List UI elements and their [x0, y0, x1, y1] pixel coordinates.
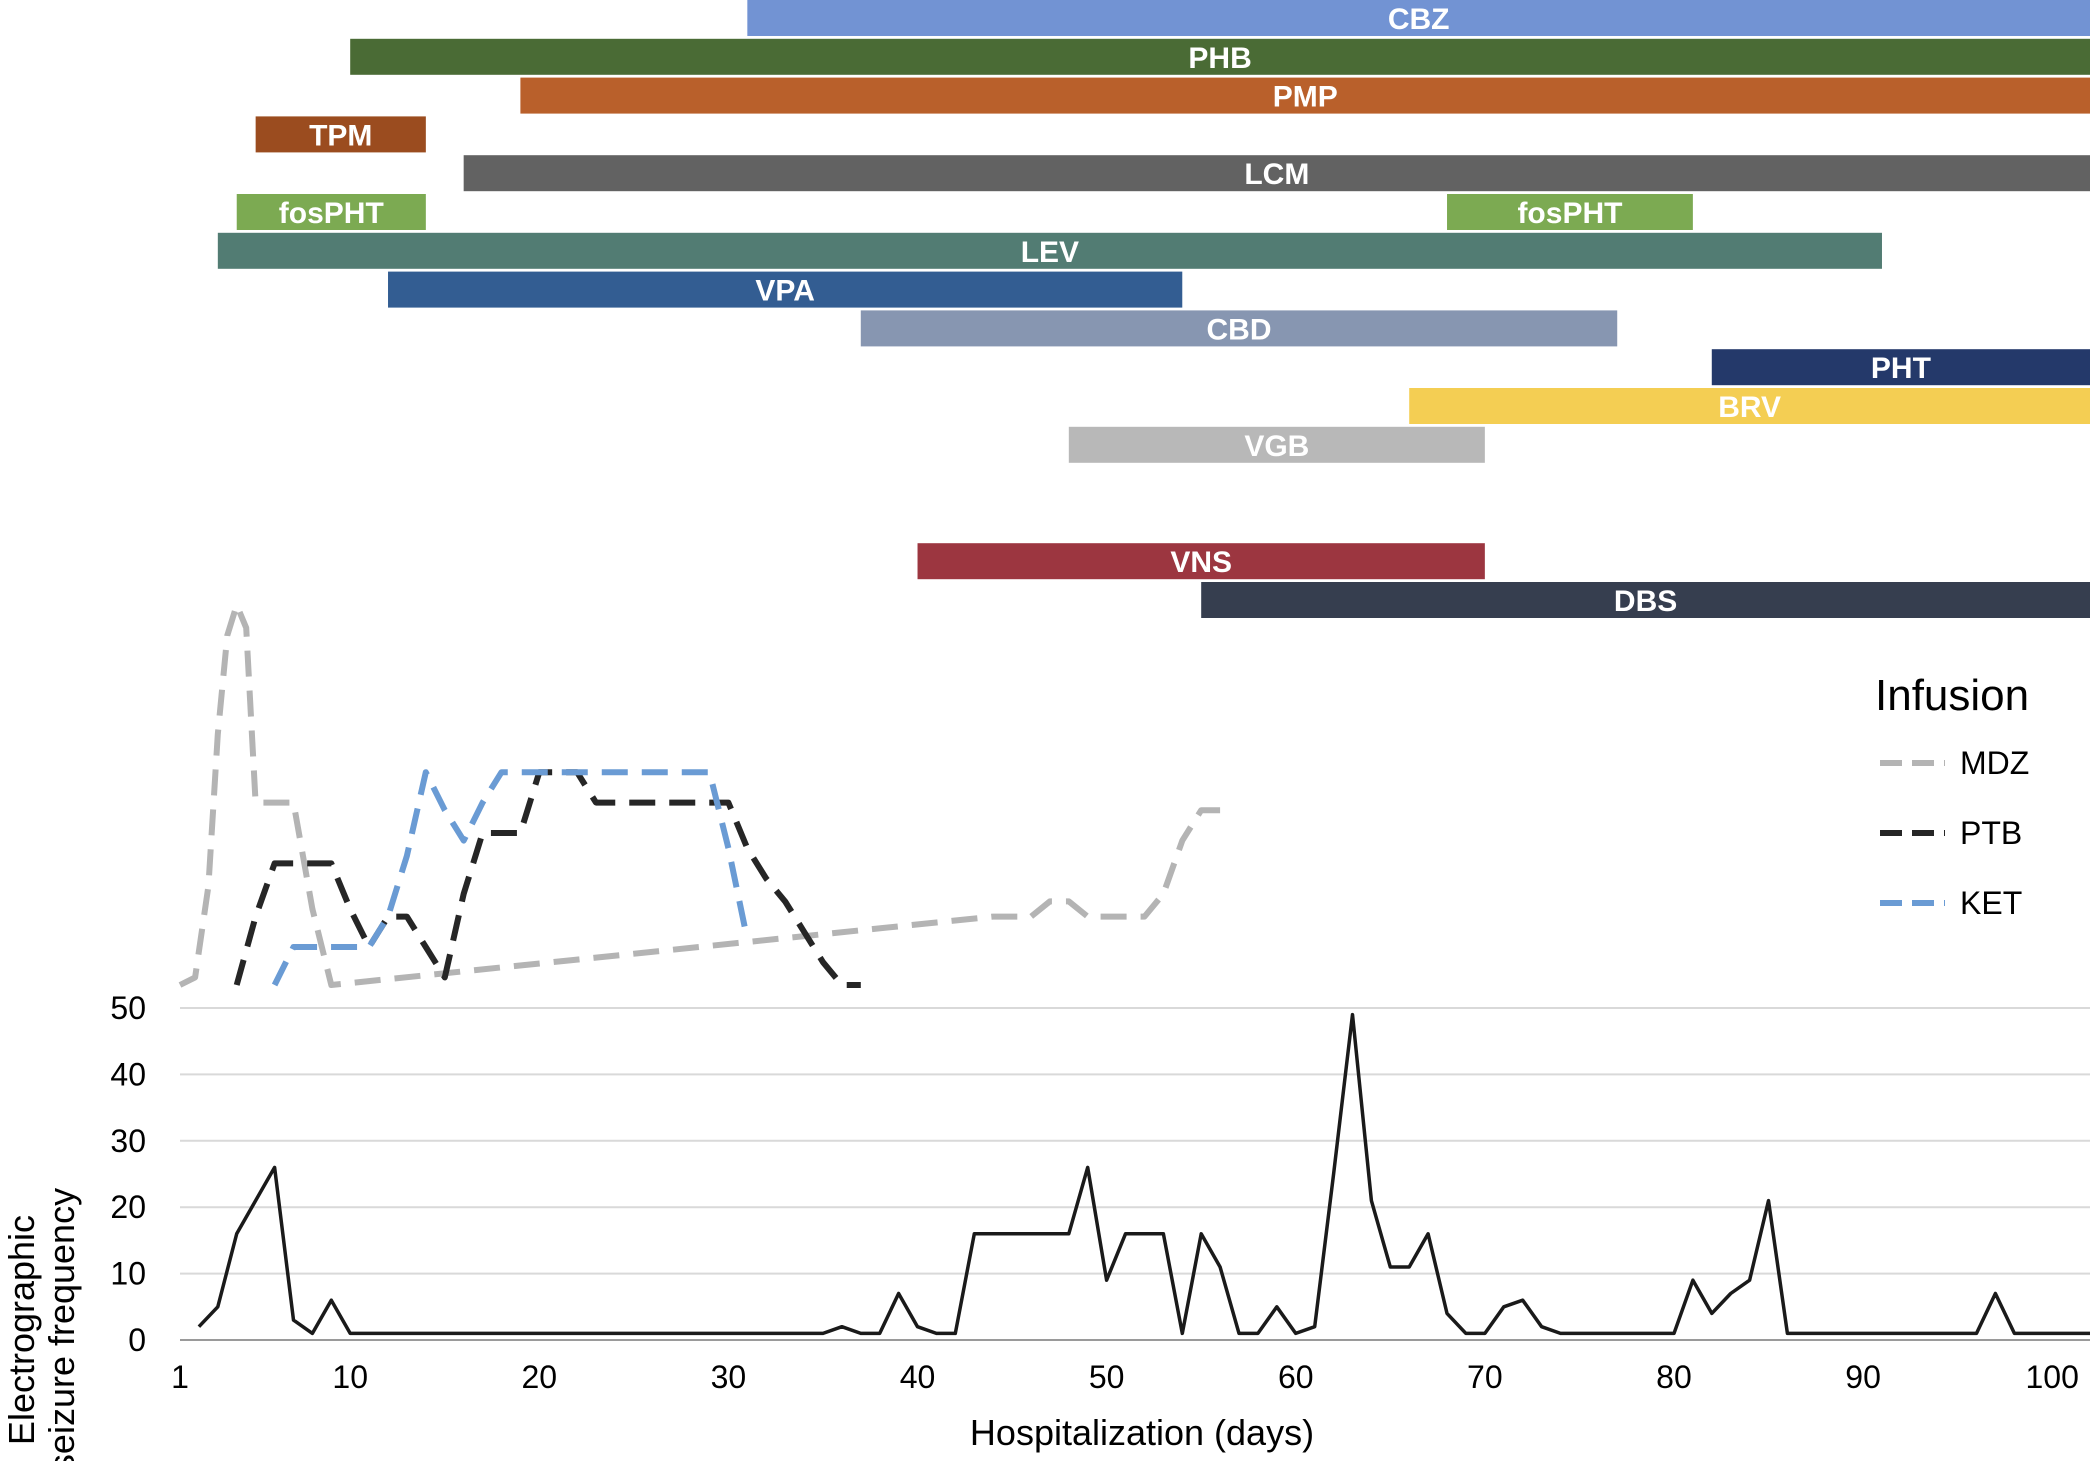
drug-bar-label-dbs-14: DBS: [1614, 585, 1677, 618]
y-tick-label-0: 0: [128, 1322, 146, 1358]
legend-label-ptb: PTB: [1960, 815, 2022, 851]
drug-bar-phb-1: [350, 38, 2091, 75]
drug-bar-vgb-12: [1068, 426, 1485, 463]
x-tick-label-40: 40: [900, 1359, 936, 1395]
drug-bars: CBZ PHB PMP TPM LCM fosPHT fosPHT LEV VPA CBD PHT B…: [217, 0, 2091, 618]
drug-bar-label-vns-13: VNS: [1170, 546, 1232, 579]
drug-bar-pht-10: [1711, 349, 2090, 386]
drug-bar-label-phb-1: PHB: [1188, 42, 1251, 75]
y-tick-label-40: 40: [110, 1056, 146, 1092]
x-tick-label-90: 90: [1845, 1359, 1881, 1395]
legend-label-ket: KET: [1960, 885, 2022, 921]
drug-bar-label-pht-10: PHT: [1871, 352, 1931, 385]
drug-bar-pmp-2: [520, 77, 2091, 114]
x-tick-label-70: 70: [1467, 1359, 1503, 1395]
drug-bar-label-fospht-5: fosPHT: [279, 197, 384, 230]
y-tick-label-10: 10: [110, 1256, 146, 1292]
drug-bar-label-cbd-9: CBD: [1207, 313, 1272, 346]
drug-bar-label-cbz-0: CBZ: [1388, 3, 1450, 36]
x-tick-label-100: 100: [2025, 1359, 2078, 1395]
legend-title: Infusion: [1875, 671, 2029, 720]
infusion-line-ket: [271, 769, 751, 987]
x-tick-label-80: 80: [1656, 1359, 1692, 1395]
y-axis-ticks: 0 10 20 30 40 50: [110, 990, 146, 1358]
drug-bar-brv-11: [1409, 388, 2090, 424]
legend-label-mdz: MDZ: [1960, 745, 2029, 781]
x-tick-label-10: 10: [332, 1359, 368, 1395]
x-axis-ticks: 1 10 20 30 40 50 60 70 80 90 100: [171, 1359, 2079, 1395]
drug-bar-label-tpm-3: TPM: [309, 119, 372, 152]
x-tick-label-20: 20: [522, 1359, 558, 1395]
y-tick-label-20: 20: [110, 1189, 146, 1225]
y-axis-title-part-2: seizure frequency: [41, 1188, 82, 1461]
y-tick-label-50: 50: [110, 990, 146, 1026]
drug-bar-cbz-0: [747, 0, 2091, 36]
drug-bar-cbd-9: [860, 310, 1618, 347]
drug-bar-fospht-6: [1447, 194, 1693, 230]
drug-bar-label-lcm-4: LCM: [1244, 158, 1309, 191]
infusion-line-ptb: [233, 769, 861, 988]
x-tick-label-1: 1: [171, 1359, 189, 1395]
drug-bar-lev-7: [217, 232, 1882, 269]
y-axis-title-line-1: Electrographicseizure frequency: [1, 1188, 82, 1461]
infusion-legend: Infusion MDZ PTB KET: [1875, 671, 2029, 921]
infusion-line-mdz: [178, 602, 1221, 988]
y-tick-label-30: 30: [110, 1123, 146, 1159]
drug-bar-label-vpa-8: VPA: [755, 275, 814, 308]
x-tick-label-30: 30: [711, 1359, 747, 1395]
y-axis-title-part-1: Electrographic: [1, 1215, 42, 1445]
drug-bar-lcm-4: [463, 155, 2091, 192]
drug-bar-dbs-14: [1201, 582, 2090, 618]
drug-bar-tpm-3: [255, 116, 426, 153]
seizure-frequency-series: [197, 1012, 2090, 1336]
seizure-gridlines: [180, 1007, 2090, 1341]
seizure-frequency-line: [197, 1012, 2090, 1336]
infusion-lines: [178, 602, 1221, 988]
drug-bar-vpa-8: [388, 271, 1183, 308]
x-axis-title: Hospitalization (days): [970, 1412, 1314, 1453]
drug-bar-fospht-5: [236, 194, 426, 230]
drug-bar-label-lev-7: LEV: [1021, 236, 1079, 269]
x-tick-label-60: 60: [1278, 1359, 1314, 1395]
x-tick-label-50: 50: [1089, 1359, 1125, 1395]
drug-bar-label-pmp-2: PMP: [1273, 81, 1338, 114]
drug-bar-label-fospht-6: fosPHT: [1517, 197, 1622, 230]
drug-bar-vns-13: [917, 543, 1485, 580]
drug-bar-label-brv-11: BRV: [1718, 391, 1781, 424]
drug-bar-label-vgb-12: VGB: [1244, 430, 1309, 463]
